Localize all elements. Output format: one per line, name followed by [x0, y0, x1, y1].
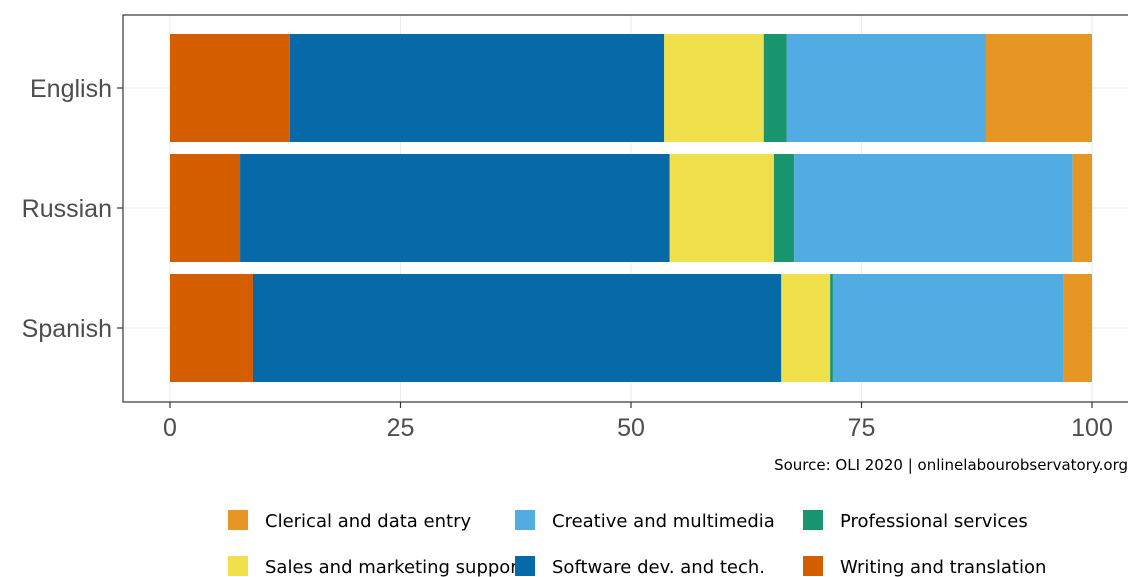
y-tick-label: Russian [22, 195, 112, 223]
legend-key [803, 510, 823, 530]
legend-key [515, 510, 535, 530]
x-tick-label: 50 [617, 414, 645, 442]
bar-spanish-creative-and-multimedia [832, 274, 1064, 382]
legend-key [228, 510, 248, 530]
bar-english-professional-services [763, 34, 787, 142]
x-tick-label: 100 [1071, 414, 1113, 442]
legend-key [228, 556, 248, 576]
bar-spanish-software-dev-and-tech [252, 274, 782, 382]
bar-spanish-writing-and-translation [170, 274, 253, 382]
bar-russian-writing-and-translation [170, 154, 241, 262]
bar-english-clerical-and-data-entry [985, 34, 1092, 142]
legend-label: Creative and multimedia [552, 511, 775, 532]
y-tick-label: Spanish [22, 315, 112, 343]
bar-russian-software-dev-and-tech [240, 154, 670, 262]
x-tick-label: 0 [163, 414, 177, 442]
bar-russian-sales-and-marketing-support [669, 154, 774, 262]
bars-layer [170, 34, 1092, 382]
y-axis: English Russian Spanish [22, 75, 123, 343]
legend-label: Software dev. and tech. [552, 557, 765, 577]
x-axis: 0 25 50 75 100 [163, 402, 1113, 442]
legend-label: Clerical and data entry [265, 511, 471, 532]
legend-key [803, 556, 823, 576]
x-tick-label: 25 [387, 414, 415, 442]
bar-english-software-dev-and-tech [289, 34, 665, 142]
legend-label: Sales and marketing support [265, 557, 525, 577]
legend-key [515, 556, 535, 576]
bar-russian-professional-services [773, 154, 795, 262]
caption: Source: OLI 2020 | onlinelabourobservato… [774, 456, 1128, 474]
x-tick-label: 75 [848, 414, 876, 442]
bar-spanish-clerical-and-data-entry [1063, 274, 1092, 382]
bar-russian-clerical-and-data-entry [1072, 154, 1092, 262]
legend-label: Professional services [840, 511, 1028, 532]
legend: Clerical and data entry Creative and mult… [228, 510, 1046, 577]
bar-english-sales-and-marketing-support [664, 34, 764, 142]
bar-spanish-sales-and-marketing-support [781, 274, 831, 382]
bar-english-writing-and-translation [170, 34, 290, 142]
legend-label: Writing and translation [840, 557, 1046, 577]
bar-spanish-professional-services [830, 274, 833, 382]
bar-english-creative-and-multimedia [786, 34, 986, 142]
bar-russian-creative-and-multimedia [794, 154, 1073, 262]
y-tick-label: English [30, 75, 112, 103]
